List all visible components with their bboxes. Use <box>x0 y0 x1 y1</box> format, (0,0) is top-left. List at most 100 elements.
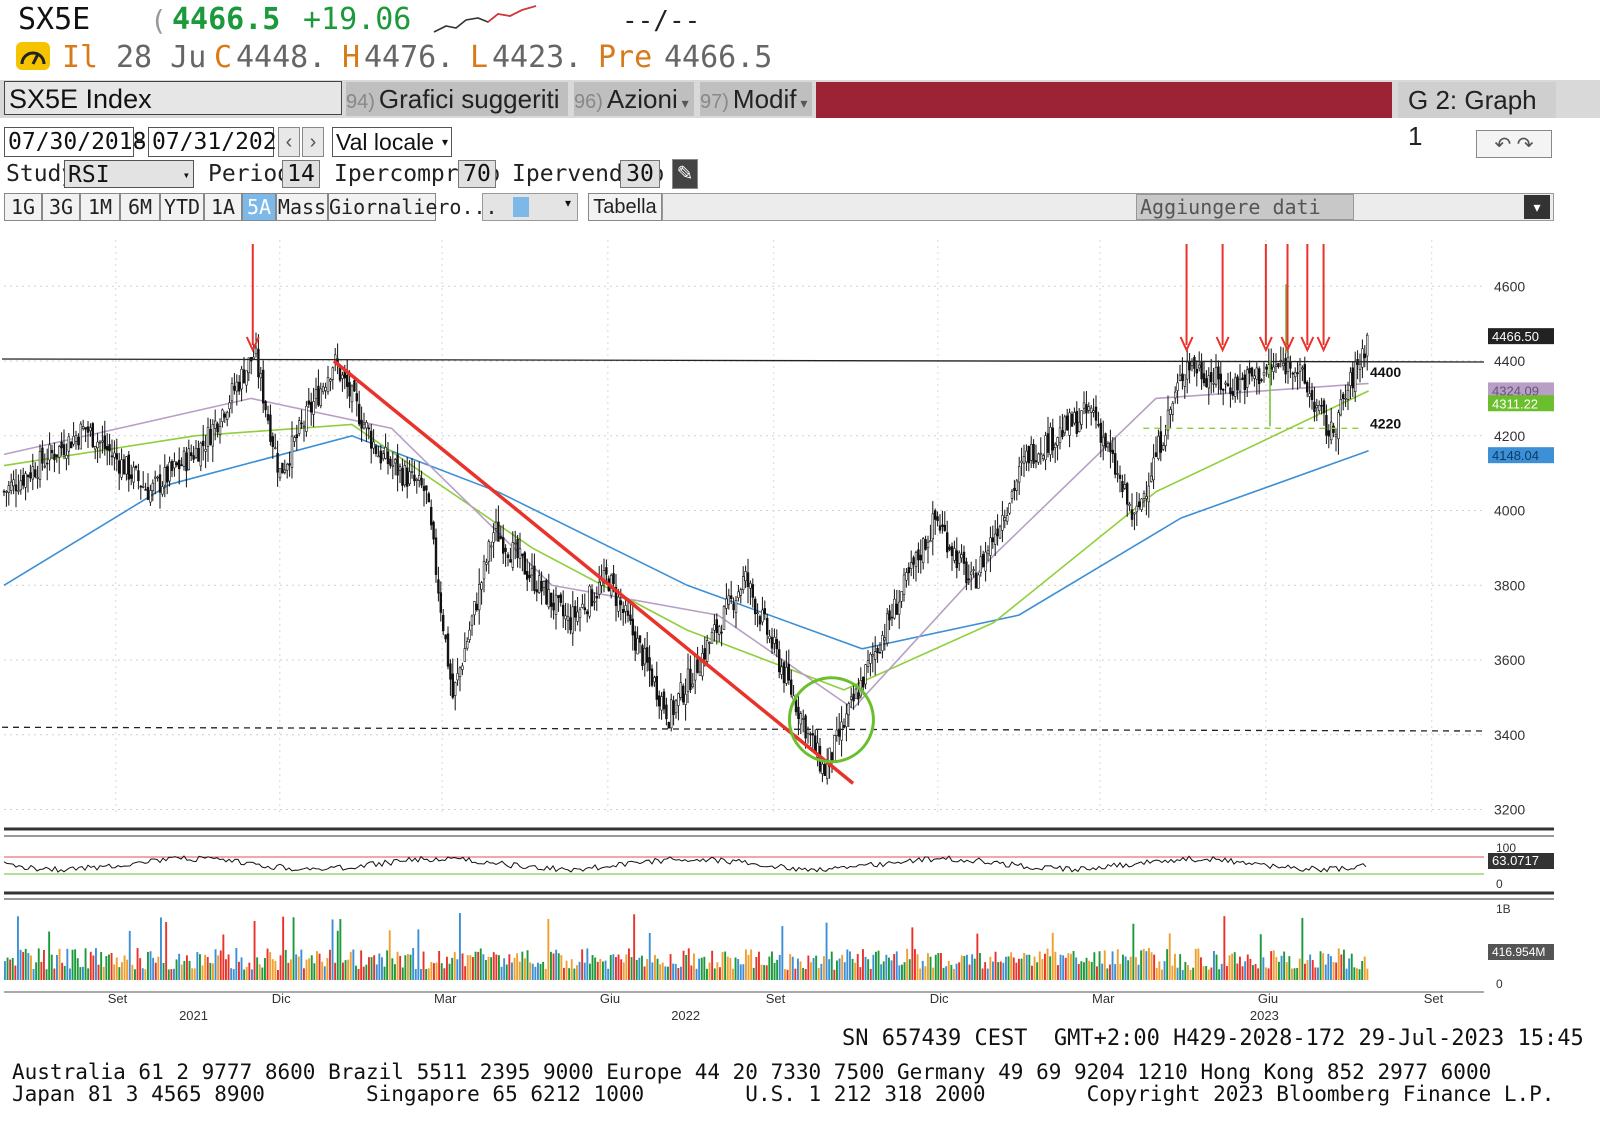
volume-bar <box>687 948 690 980</box>
candle <box>278 468 282 481</box>
next-range-button[interactable]: › <box>302 127 324 157</box>
gauge-icon[interactable] <box>16 42 50 70</box>
menu-suggested-charts[interactable]: 94)Grafici suggeriti ▾ <box>346 82 568 149</box>
candle <box>919 539 923 574</box>
tab-1g[interactable]: 1G <box>4 193 42 221</box>
candle <box>427 491 430 503</box>
candle <box>1327 424 1331 449</box>
candle <box>1017 456 1021 496</box>
volume-bar <box>1363 956 1366 980</box>
volume-bar <box>674 963 677 980</box>
end-date-field[interactable]: 07/31/2023 <box>148 127 290 157</box>
candle <box>465 637 469 651</box>
candle <box>672 695 675 726</box>
currency-value: Val locale <box>336 129 435 155</box>
tab-1a[interactable]: 1A <box>204 193 242 221</box>
menu-number: 96) <box>574 91 603 113</box>
volume-bar <box>1033 956 1036 980</box>
candle <box>967 564 971 586</box>
redo-icon[interactable]: ↷ <box>1516 134 1534 156</box>
security-field[interactable]: SX5E Index <box>4 81 342 115</box>
oversold-field[interactable]: 30 <box>620 160 660 188</box>
volume-bar <box>170 969 173 980</box>
candle <box>1102 420 1105 461</box>
undo-icon[interactable]: ↶ <box>1494 134 1512 156</box>
candle <box>187 439 190 471</box>
table-button[interactable]: Tabella <box>588 193 662 221</box>
menu-edit[interactable]: 97) Modif ▾ <box>700 82 812 116</box>
volume-bar <box>791 956 794 980</box>
tab-3g[interactable]: 3G <box>42 193 80 221</box>
graph-name[interactable]: G 2: Graph 1 <box>1398 82 1556 151</box>
overbought-field[interactable]: 70 <box>458 160 496 188</box>
chart-type-select[interactable]: ▾ <box>482 193 578 221</box>
volume-bar <box>1077 963 1080 980</box>
volume-bar <box>79 967 82 980</box>
undo-redo-group[interactable]: ↶ ↷ <box>1476 130 1552 158</box>
candle <box>393 457 397 476</box>
add-data-field[interactable]: Aggiungere dati <box>1136 194 1354 220</box>
price-chart[interactable]: 3200 3400 3600 3800 4000 4200 4400 4600 Set Dic Ma… <box>0 222 1600 1022</box>
volume-bar <box>700 957 703 980</box>
volume-bar <box>526 950 529 980</box>
candle <box>756 603 759 628</box>
candle <box>31 453 34 491</box>
volume-bar <box>550 951 552 980</box>
volume-bar <box>178 953 181 980</box>
volume-bar <box>833 969 836 980</box>
tab-giornaliero[interactable]: Giornaliero... <box>328 193 498 221</box>
prev-range-button[interactable]: ‹ <box>278 127 300 157</box>
start-date-field[interactable]: 07/30/2018 <box>4 127 146 157</box>
volume-bar <box>66 948 69 980</box>
tab-1m[interactable]: 1M <box>80 193 120 221</box>
volume-bar <box>1184 961 1187 980</box>
volume-bar <box>1135 957 1137 980</box>
candle <box>878 642 882 654</box>
volume-bar <box>568 968 571 980</box>
pencil-icon[interactable]: ✎ <box>672 159 698 189</box>
volume-bar <box>240 957 243 980</box>
candle <box>161 481 164 497</box>
candle <box>1188 353 1191 384</box>
close-label: C <box>214 40 233 75</box>
volume-bar <box>368 957 370 980</box>
candle <box>849 687 853 709</box>
menu-actions[interactable]: 96) Azioni ▾ <box>574 82 694 116</box>
candle <box>869 652 872 677</box>
candle <box>1145 481 1148 516</box>
candle <box>461 662 464 676</box>
volume-bar <box>420 968 422 980</box>
tab-ytd[interactable]: YTD <box>160 193 204 221</box>
candle <box>405 457 409 499</box>
volume-bar <box>84 948 87 980</box>
dropdown-arrow-icon[interactable]: ▾ <box>1524 195 1550 219</box>
high-label: H <box>342 40 361 75</box>
volume-bar <box>971 954 974 980</box>
candle <box>154 470 157 495</box>
candle <box>979 545 983 577</box>
candle <box>413 460 416 486</box>
tab-mass[interactable]: Mass <box>276 193 328 221</box>
candle <box>451 658 454 700</box>
add-data-bar <box>662 193 1554 221</box>
volume-bar <box>1353 967 1356 980</box>
currency-select[interactable]: Val locale ▾ <box>332 127 452 157</box>
date-separator: - <box>136 128 144 153</box>
candle <box>33 462 37 479</box>
volume-bar <box>856 953 859 980</box>
volume-bar <box>1285 962 1288 980</box>
candle <box>1147 472 1151 518</box>
candle <box>19 469 22 495</box>
study-select[interactable]: RSI ▾ <box>64 160 194 188</box>
tab-5a[interactable]: 5A <box>242 193 276 221</box>
candle <box>960 544 963 563</box>
tab-6m[interactable]: 6M <box>120 193 160 221</box>
volume-bar <box>110 953 113 980</box>
candle <box>53 442 56 473</box>
candle <box>1162 442 1165 452</box>
candle <box>741 566 745 594</box>
volume-bar <box>1332 962 1335 980</box>
volume-bar <box>1249 958 1252 980</box>
period-field[interactable]: 14 <box>282 160 320 188</box>
candle <box>737 584 740 602</box>
